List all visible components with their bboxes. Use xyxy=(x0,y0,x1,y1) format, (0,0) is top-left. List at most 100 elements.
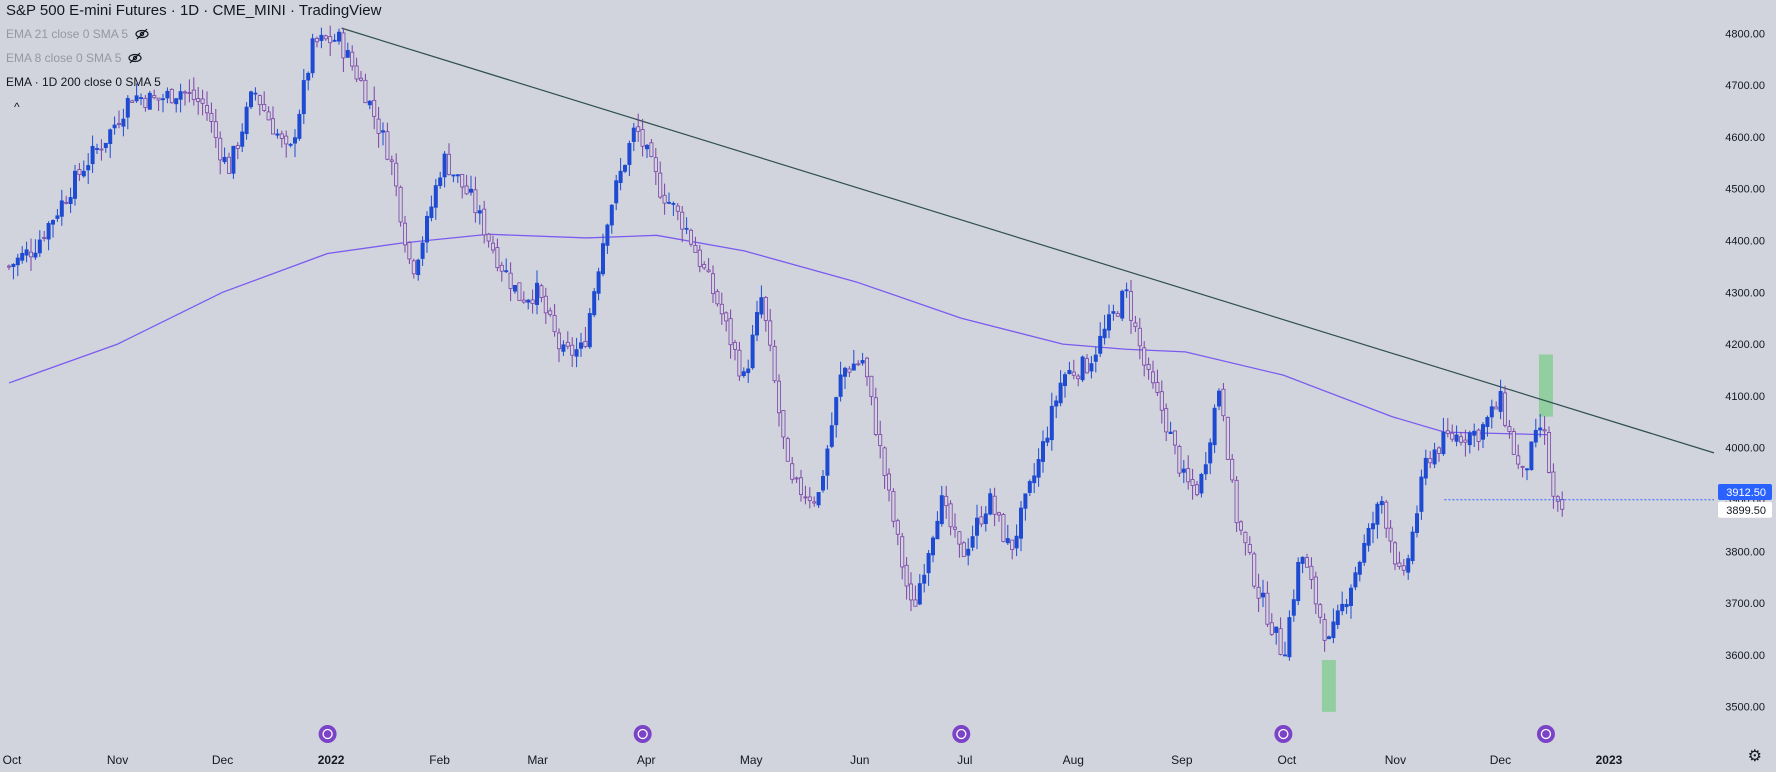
candle xyxy=(689,228,694,247)
candle xyxy=(1529,441,1534,471)
trendline[interactable] xyxy=(341,27,1715,454)
candle xyxy=(451,174,456,183)
legend-ema-200[interactable]: EMA · 1D 200 close 0 SMA 5 xyxy=(6,75,161,89)
candle-body xyxy=(363,79,368,104)
candle-body xyxy=(1357,561,1362,575)
candle xyxy=(1494,401,1499,410)
candle xyxy=(7,264,12,271)
candle-body xyxy=(306,72,311,81)
marker-ring xyxy=(1540,728,1552,740)
candle xyxy=(741,367,746,378)
candle xyxy=(1287,610,1292,661)
candle-body xyxy=(922,574,927,584)
candle xyxy=(970,525,975,552)
candle-body xyxy=(240,131,245,147)
candle-body xyxy=(108,129,113,145)
candle-body xyxy=(262,104,267,111)
candle-body xyxy=(777,380,782,414)
x-tick-label: Dec xyxy=(1490,753,1511,767)
candle-body xyxy=(1419,476,1424,512)
candle xyxy=(1547,426,1552,474)
candle xyxy=(1300,556,1305,574)
dividend-icon[interactable] xyxy=(1274,725,1293,743)
candle-body xyxy=(693,244,698,253)
candle xyxy=(46,221,51,251)
candle-body xyxy=(469,188,474,193)
time-axis[interactable]: Oct Nov Dec 2022 Feb Mar Apr May Jun Jul Aug Sep Oct… xyxy=(3,753,1623,767)
candle-body xyxy=(1542,429,1547,432)
candle xyxy=(1115,310,1120,317)
candle xyxy=(627,140,632,176)
candle xyxy=(469,175,474,196)
dividend-icon[interactable] xyxy=(1536,725,1555,743)
candle-body xyxy=(1032,475,1037,484)
dividend-icon[interactable] xyxy=(318,725,337,743)
gear-icon[interactable]: ⚙ xyxy=(1747,748,1762,765)
candle xyxy=(1010,539,1015,560)
candle xyxy=(530,289,535,314)
candle-body xyxy=(1159,391,1164,411)
candle-body xyxy=(878,434,883,447)
candle-body xyxy=(979,516,984,525)
candle-body xyxy=(988,493,993,515)
event-markers[interactable] xyxy=(318,725,1555,743)
candle-body xyxy=(1450,432,1455,440)
candle-body xyxy=(737,349,742,377)
candle xyxy=(1507,419,1512,439)
candle-body xyxy=(807,496,812,501)
dividend-icon[interactable] xyxy=(633,725,652,743)
candle xyxy=(1023,493,1028,521)
candle xyxy=(935,511,940,540)
candle-body xyxy=(11,263,16,267)
candle xyxy=(697,244,702,273)
y-tick-label: 3700.00 xyxy=(1725,598,1765,610)
legend-ema-8[interactable]: EMA 8 close 0 SMA 5 xyxy=(6,50,143,66)
candle-body xyxy=(389,159,394,162)
candle-body xyxy=(1058,382,1063,404)
candle-body xyxy=(73,170,78,199)
candle xyxy=(548,307,553,317)
candle xyxy=(579,332,584,357)
collapse-legend-chevron-up-icon[interactable]: ^ xyxy=(14,100,20,114)
candle xyxy=(1384,499,1389,538)
candle xyxy=(724,311,729,332)
candle-body xyxy=(1199,474,1204,494)
legend-ema-21[interactable]: EMA 21 close 0 SMA 5 xyxy=(6,26,150,42)
candle xyxy=(407,241,412,265)
candle xyxy=(1089,355,1094,379)
candle-body xyxy=(895,520,900,535)
eye-off-icon[interactable] xyxy=(134,26,150,42)
candle-body xyxy=(350,51,355,67)
trendline[interactable] xyxy=(341,27,1715,454)
dividend-icon[interactable] xyxy=(952,725,971,743)
candle xyxy=(583,327,588,349)
candle xyxy=(1146,357,1151,380)
candle-body xyxy=(627,143,632,165)
candle xyxy=(253,87,258,101)
candle xyxy=(1217,388,1222,411)
candle-body xyxy=(420,242,425,259)
candle-body xyxy=(1001,514,1006,542)
candle-body xyxy=(1547,432,1552,473)
candle-body xyxy=(609,204,614,226)
candle xyxy=(543,287,548,325)
candle-body xyxy=(301,80,306,115)
candle xyxy=(1397,551,1402,570)
candle xyxy=(640,118,645,157)
candle-body xyxy=(565,341,570,347)
candle xyxy=(535,270,540,315)
candle xyxy=(24,241,29,263)
candle-body xyxy=(121,118,126,127)
candle xyxy=(843,366,848,390)
candle xyxy=(1357,560,1362,582)
price-axis[interactable]: 3500.003600.003700.003800.003900.004000.… xyxy=(1725,28,1765,713)
last-price-label: 3912.50 xyxy=(1718,484,1772,501)
candle-body xyxy=(1080,356,1085,381)
eye-off-icon[interactable] xyxy=(127,50,143,66)
candle-body xyxy=(983,513,988,524)
candle-body xyxy=(174,98,179,105)
candle xyxy=(121,108,126,137)
candle-body xyxy=(1111,311,1116,314)
candle xyxy=(552,303,557,337)
